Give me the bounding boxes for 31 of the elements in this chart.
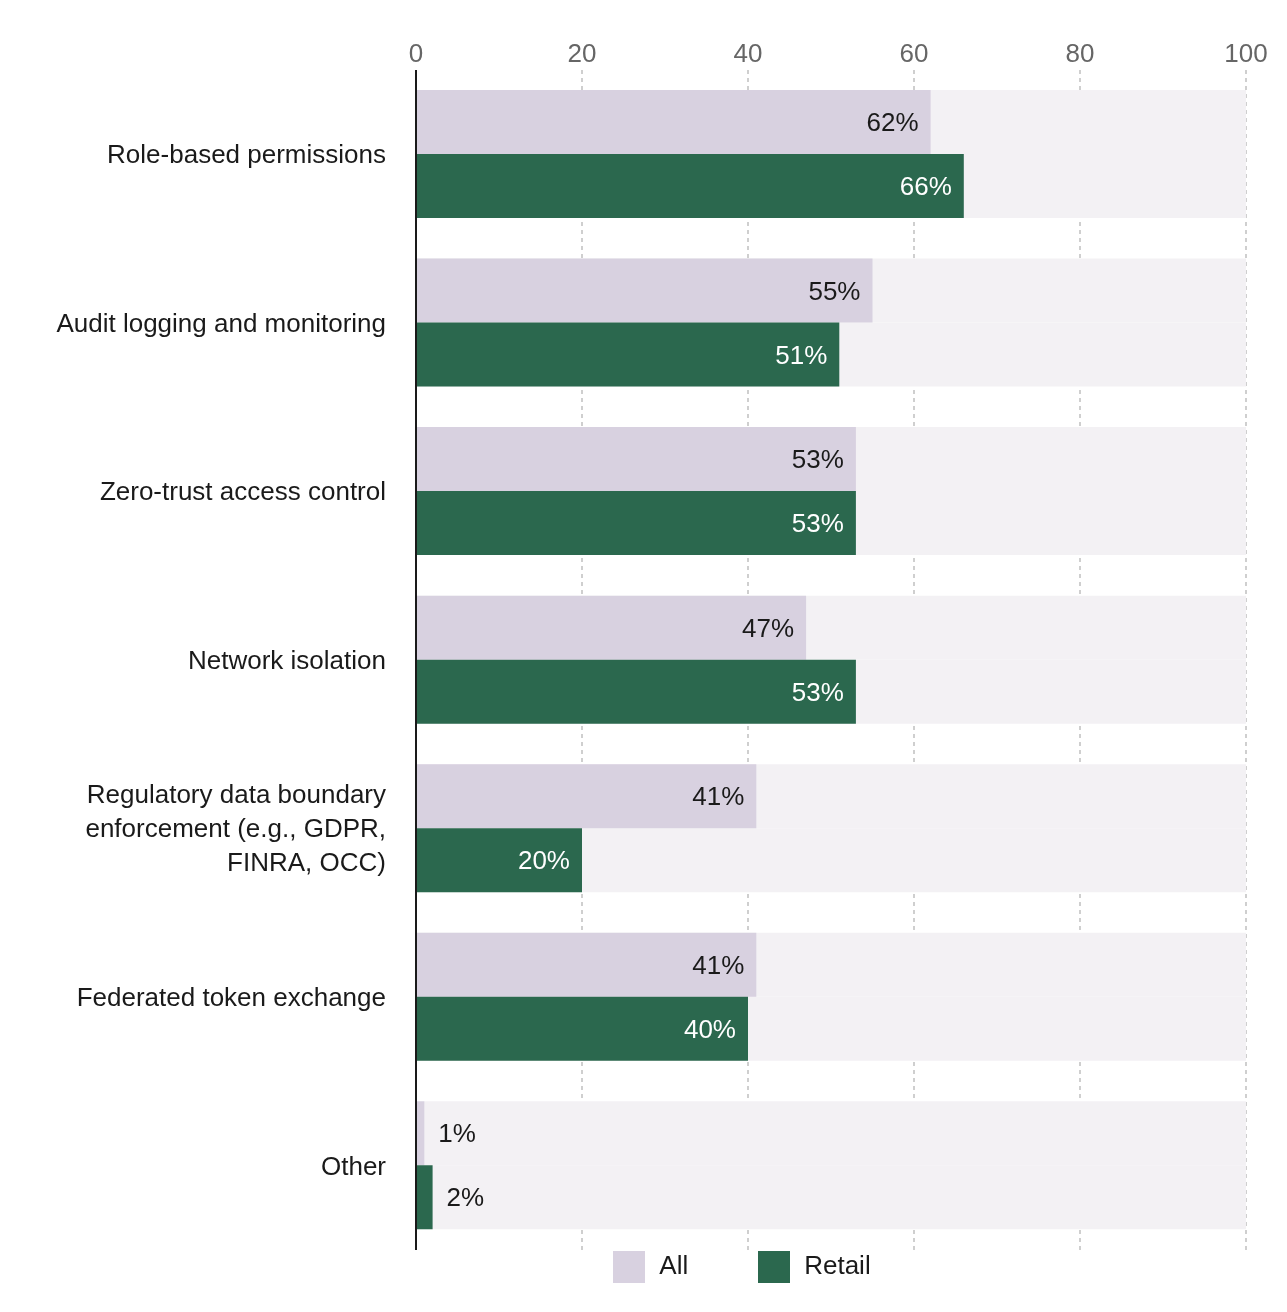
y-tick-label: Federated token exchange <box>76 982 386 1013</box>
data-label: 66% <box>899 171 952 201</box>
data-label: 53% <box>791 676 844 707</box>
data-label: 41% <box>692 949 745 980</box>
y-tick-label: Regulatory data boundary enforcement (e.g., GDPR, FINRA, OCC) <box>85 779 386 878</box>
data-label: 40% <box>683 1013 736 1044</box>
x-tick-label: 100 <box>1224 38 1268 68</box>
x-tick-label: 20 <box>567 38 597 68</box>
data-label: 53% <box>791 508 844 539</box>
bar <box>416 828 582 893</box>
y-tick-label: Network isolation <box>188 644 386 675</box>
bar <box>416 1165 433 1230</box>
y-tick-label: Other <box>320 1150 387 1181</box>
x-tick-label: 80 <box>1065 38 1095 68</box>
y-tick-label: Audit logging and monitoring <box>56 307 386 338</box>
data-label: 41% <box>692 781 745 812</box>
data-label: 1% <box>438 1118 476 1149</box>
data-label: 62% <box>866 107 919 137</box>
legend-label: All <box>659 1249 689 1280</box>
y-tick-label: Zero-trust access control <box>99 476 386 507</box>
data-label: 55% <box>808 275 861 306</box>
x-tick-label: 0 <box>408 38 424 68</box>
y-tick-label: Role-based permissions <box>107 139 386 170</box>
x-tick-label: 60 <box>899 38 929 68</box>
legend-label: Retail <box>804 1249 871 1280</box>
data-label: 2% <box>446 1182 485 1213</box>
data-label: 47% <box>742 612 795 643</box>
data-label: 53% <box>791 444 844 475</box>
data-label: 51% <box>775 339 828 370</box>
x-tick-label: 40 <box>733 38 763 68</box>
data-label: 20% <box>517 845 570 876</box>
